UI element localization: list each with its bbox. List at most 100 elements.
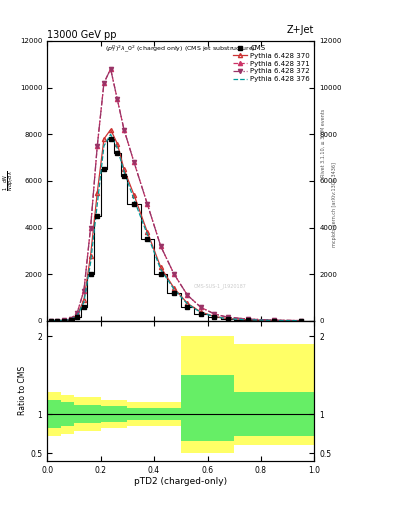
Pythia 6.428 371: [122, 126, 127, 133]
Pythia 6.428 376: [172, 286, 176, 292]
Pythia 6.428 372: [132, 159, 136, 165]
Pythia 6.428 370: [48, 317, 53, 324]
Pythia 6.428 371: [68, 316, 73, 322]
Pythia 6.428 371: [61, 317, 66, 324]
Pythia 6.428 376: [95, 201, 100, 207]
Pythia 6.428 372: [245, 316, 250, 322]
Pythia 6.428 376: [145, 231, 150, 238]
Pythia 6.428 376: [122, 168, 127, 175]
Pythia 6.428 371: [172, 271, 176, 278]
Pythia 6.428 371: [225, 314, 230, 321]
Pythia 6.428 376: [82, 299, 86, 305]
Pythia 6.428 370: [108, 126, 113, 133]
Pythia 6.428 372: [172, 271, 176, 278]
Pythia 6.428 371: [82, 287, 86, 293]
Text: mcplots.cern.ch [arXiv:1306.3436]: mcplots.cern.ch [arXiv:1306.3436]: [332, 162, 337, 247]
Pythia 6.428 370: [185, 300, 190, 306]
Pythia 6.428 376: [101, 143, 106, 149]
Pythia 6.428 372: [48, 317, 53, 324]
Pythia 6.428 376: [61, 317, 66, 324]
Line: Pythia 6.428 376: Pythia 6.428 376: [50, 134, 301, 321]
Line: Pythia 6.428 371: Pythia 6.428 371: [48, 67, 303, 323]
Pythia 6.428 370: [145, 229, 150, 236]
Pythia 6.428 371: [95, 143, 100, 149]
Pythia 6.428 372: [225, 314, 230, 321]
Pythia 6.428 376: [108, 131, 113, 137]
Pythia 6.428 371: [48, 317, 53, 324]
CMS: [115, 150, 120, 156]
Pythia 6.428 372: [55, 317, 60, 324]
Pythia 6.428 371: [158, 243, 163, 249]
CMS: [145, 236, 150, 242]
Pythia 6.428 372: [61, 317, 66, 324]
Legend: CMS, Pythia 6.428 370, Pythia 6.428 371, Pythia 6.428 372, Pythia 6.428 376: CMS, Pythia 6.428 370, Pythia 6.428 371,…: [230, 42, 313, 85]
Pythia 6.428 370: [158, 264, 163, 270]
CMS: [101, 166, 106, 173]
Pythia 6.428 372: [145, 201, 150, 207]
CMS: [108, 136, 113, 142]
CMS: [198, 311, 203, 317]
Pythia 6.428 371: [245, 316, 250, 322]
Pythia 6.428 370: [122, 166, 127, 173]
Pythia 6.428 376: [272, 317, 277, 324]
CMS: [75, 314, 80, 321]
Pythia 6.428 370: [88, 252, 93, 259]
Pythia 6.428 370: [75, 312, 80, 318]
Pythia 6.428 370: [225, 315, 230, 322]
CMS: [95, 213, 100, 219]
Pythia 6.428 371: [185, 292, 190, 298]
Pythia 6.428 372: [212, 311, 217, 317]
Pythia 6.428 376: [198, 309, 203, 315]
Pythia 6.428 372: [115, 96, 120, 102]
CMS: [172, 290, 176, 296]
CMS: [212, 314, 217, 321]
Pythia 6.428 372: [82, 287, 86, 293]
Pythia 6.428 372: [272, 317, 277, 323]
Pythia 6.428 370: [95, 189, 100, 196]
Pythia 6.428 370: [82, 297, 86, 303]
CMS: [132, 201, 136, 207]
Pythia 6.428 371: [101, 80, 106, 86]
CMS: [185, 304, 190, 310]
Pythia 6.428 376: [158, 266, 163, 272]
Y-axis label: Ratio to CMS: Ratio to CMS: [18, 366, 28, 415]
Pythia 6.428 376: [55, 317, 60, 324]
Pythia 6.428 372: [108, 66, 113, 72]
Pythia 6.428 370: [212, 313, 217, 319]
Text: $(p_T^D)^2\lambda\_0^2$ (charged only) (CMS jet substructure): $(p_T^D)^2\lambda\_0^2$ (charged only) (…: [105, 44, 256, 54]
Pythia 6.428 370: [115, 140, 120, 146]
CMS: [299, 317, 303, 324]
Pythia 6.428 371: [108, 66, 113, 72]
CMS: [158, 271, 163, 278]
Pythia 6.428 370: [55, 317, 60, 324]
CMS: [245, 317, 250, 323]
Pythia 6.428 371: [212, 311, 217, 317]
Pythia 6.428 376: [132, 197, 136, 203]
Pythia 6.428 372: [299, 317, 303, 324]
Pythia 6.428 371: [55, 317, 60, 324]
CMS: [225, 316, 230, 322]
CMS: [88, 271, 93, 278]
CMS: [122, 173, 127, 179]
Pythia 6.428 371: [75, 310, 80, 316]
CMS: [55, 317, 60, 324]
Text: 13000 GeV pp: 13000 GeV pp: [47, 30, 117, 40]
Pythia 6.428 376: [115, 145, 120, 152]
Text: Z+Jet: Z+Jet: [287, 26, 314, 35]
Text: Rivet 3.1.10, ≥ 3.3M events: Rivet 3.1.10, ≥ 3.3M events: [320, 109, 325, 178]
Pythia 6.428 376: [185, 301, 190, 307]
Pythia 6.428 371: [299, 317, 303, 324]
Pythia 6.428 370: [61, 317, 66, 324]
Pythia 6.428 372: [185, 292, 190, 298]
Pythia 6.428 372: [122, 126, 127, 133]
CMS: [61, 317, 66, 324]
Line: Pythia 6.428 370: Pythia 6.428 370: [48, 127, 303, 323]
Pythia 6.428 371: [115, 96, 120, 102]
X-axis label: pTD2 (charged-only): pTD2 (charged-only): [134, 477, 227, 486]
Pythia 6.428 376: [88, 260, 93, 266]
Pythia 6.428 372: [198, 304, 203, 310]
Pythia 6.428 372: [95, 143, 100, 149]
Line: Pythia 6.428 372: Pythia 6.428 372: [48, 67, 303, 323]
Pythia 6.428 371: [132, 159, 136, 165]
Pythia 6.428 372: [101, 80, 106, 86]
